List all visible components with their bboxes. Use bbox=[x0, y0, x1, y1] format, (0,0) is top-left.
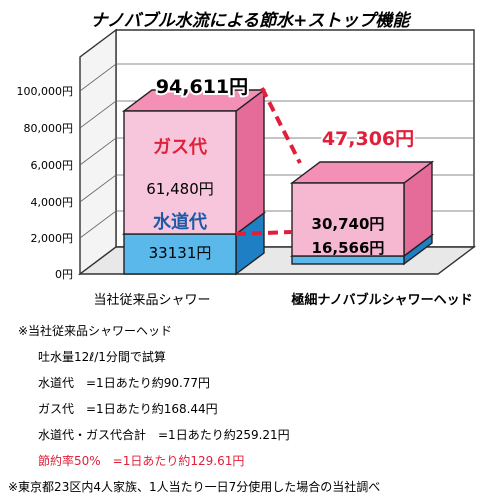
chart-title: ナノバブル水流による節水+ストップ機能 bbox=[90, 11, 410, 31]
gridline bbox=[79, 63, 474, 92]
note-total: 水道代・ガス代合計 =1日あたり約259.21円 bbox=[38, 428, 290, 442]
gridline bbox=[79, 100, 474, 129]
connector-bottom bbox=[235, 230, 293, 236]
bar1-gas-front bbox=[123, 110, 237, 235]
bar2-gas-front bbox=[291, 182, 405, 257]
category-label-2: 極細ナノバブルシャワーヘッド bbox=[290, 292, 472, 308]
note-product: ※当社従来品シャワーヘッド bbox=[18, 324, 173, 338]
y-tick-label: 4,000円 bbox=[31, 196, 74, 209]
total-label-2: 47,306円 bbox=[322, 128, 414, 150]
connector-top bbox=[260, 87, 302, 164]
gridline bbox=[79, 137, 474, 166]
value-label-water-1: 33131円 bbox=[149, 244, 212, 262]
total-label-1: 94,611円 bbox=[156, 76, 248, 98]
y-tick-label: 2,000円 bbox=[31, 232, 74, 245]
bar1-gas-side bbox=[235, 88, 265, 236]
value-label-gas-1: 61,480円 bbox=[146, 180, 214, 198]
y-tick-label: 0円 bbox=[55, 268, 73, 281]
y-tick-label: 100,000円 bbox=[17, 85, 74, 98]
note-flow: 吐水量12ℓ/1分間で試算 bbox=[38, 350, 166, 364]
category-label-1: 当社従来品シャワー bbox=[93, 292, 210, 308]
y-tick-label: 80,000円 bbox=[24, 122, 74, 135]
value-label-water-2: 16,566円 bbox=[312, 239, 385, 257]
note-survey: ※東京都23区内4人家族、1人当たり一日7分使用した場合の当社調べ bbox=[8, 480, 381, 494]
series-label-gas: ガス代 bbox=[153, 137, 207, 158]
bar2-water-front bbox=[291, 255, 405, 265]
y-tick-label: 6,000円 bbox=[31, 159, 74, 172]
value-label-gas-2: 30,740円 bbox=[312, 215, 385, 233]
note-saving: 節約率50% =1日あたり約129.61円 bbox=[38, 454, 245, 468]
note-gas: ガス代 =1日あたり約168.44円 bbox=[38, 402, 218, 416]
series-label-water: 水道代 bbox=[153, 211, 207, 233]
note-water: 水道代 =1日あたり約90.77円 bbox=[38, 376, 211, 390]
